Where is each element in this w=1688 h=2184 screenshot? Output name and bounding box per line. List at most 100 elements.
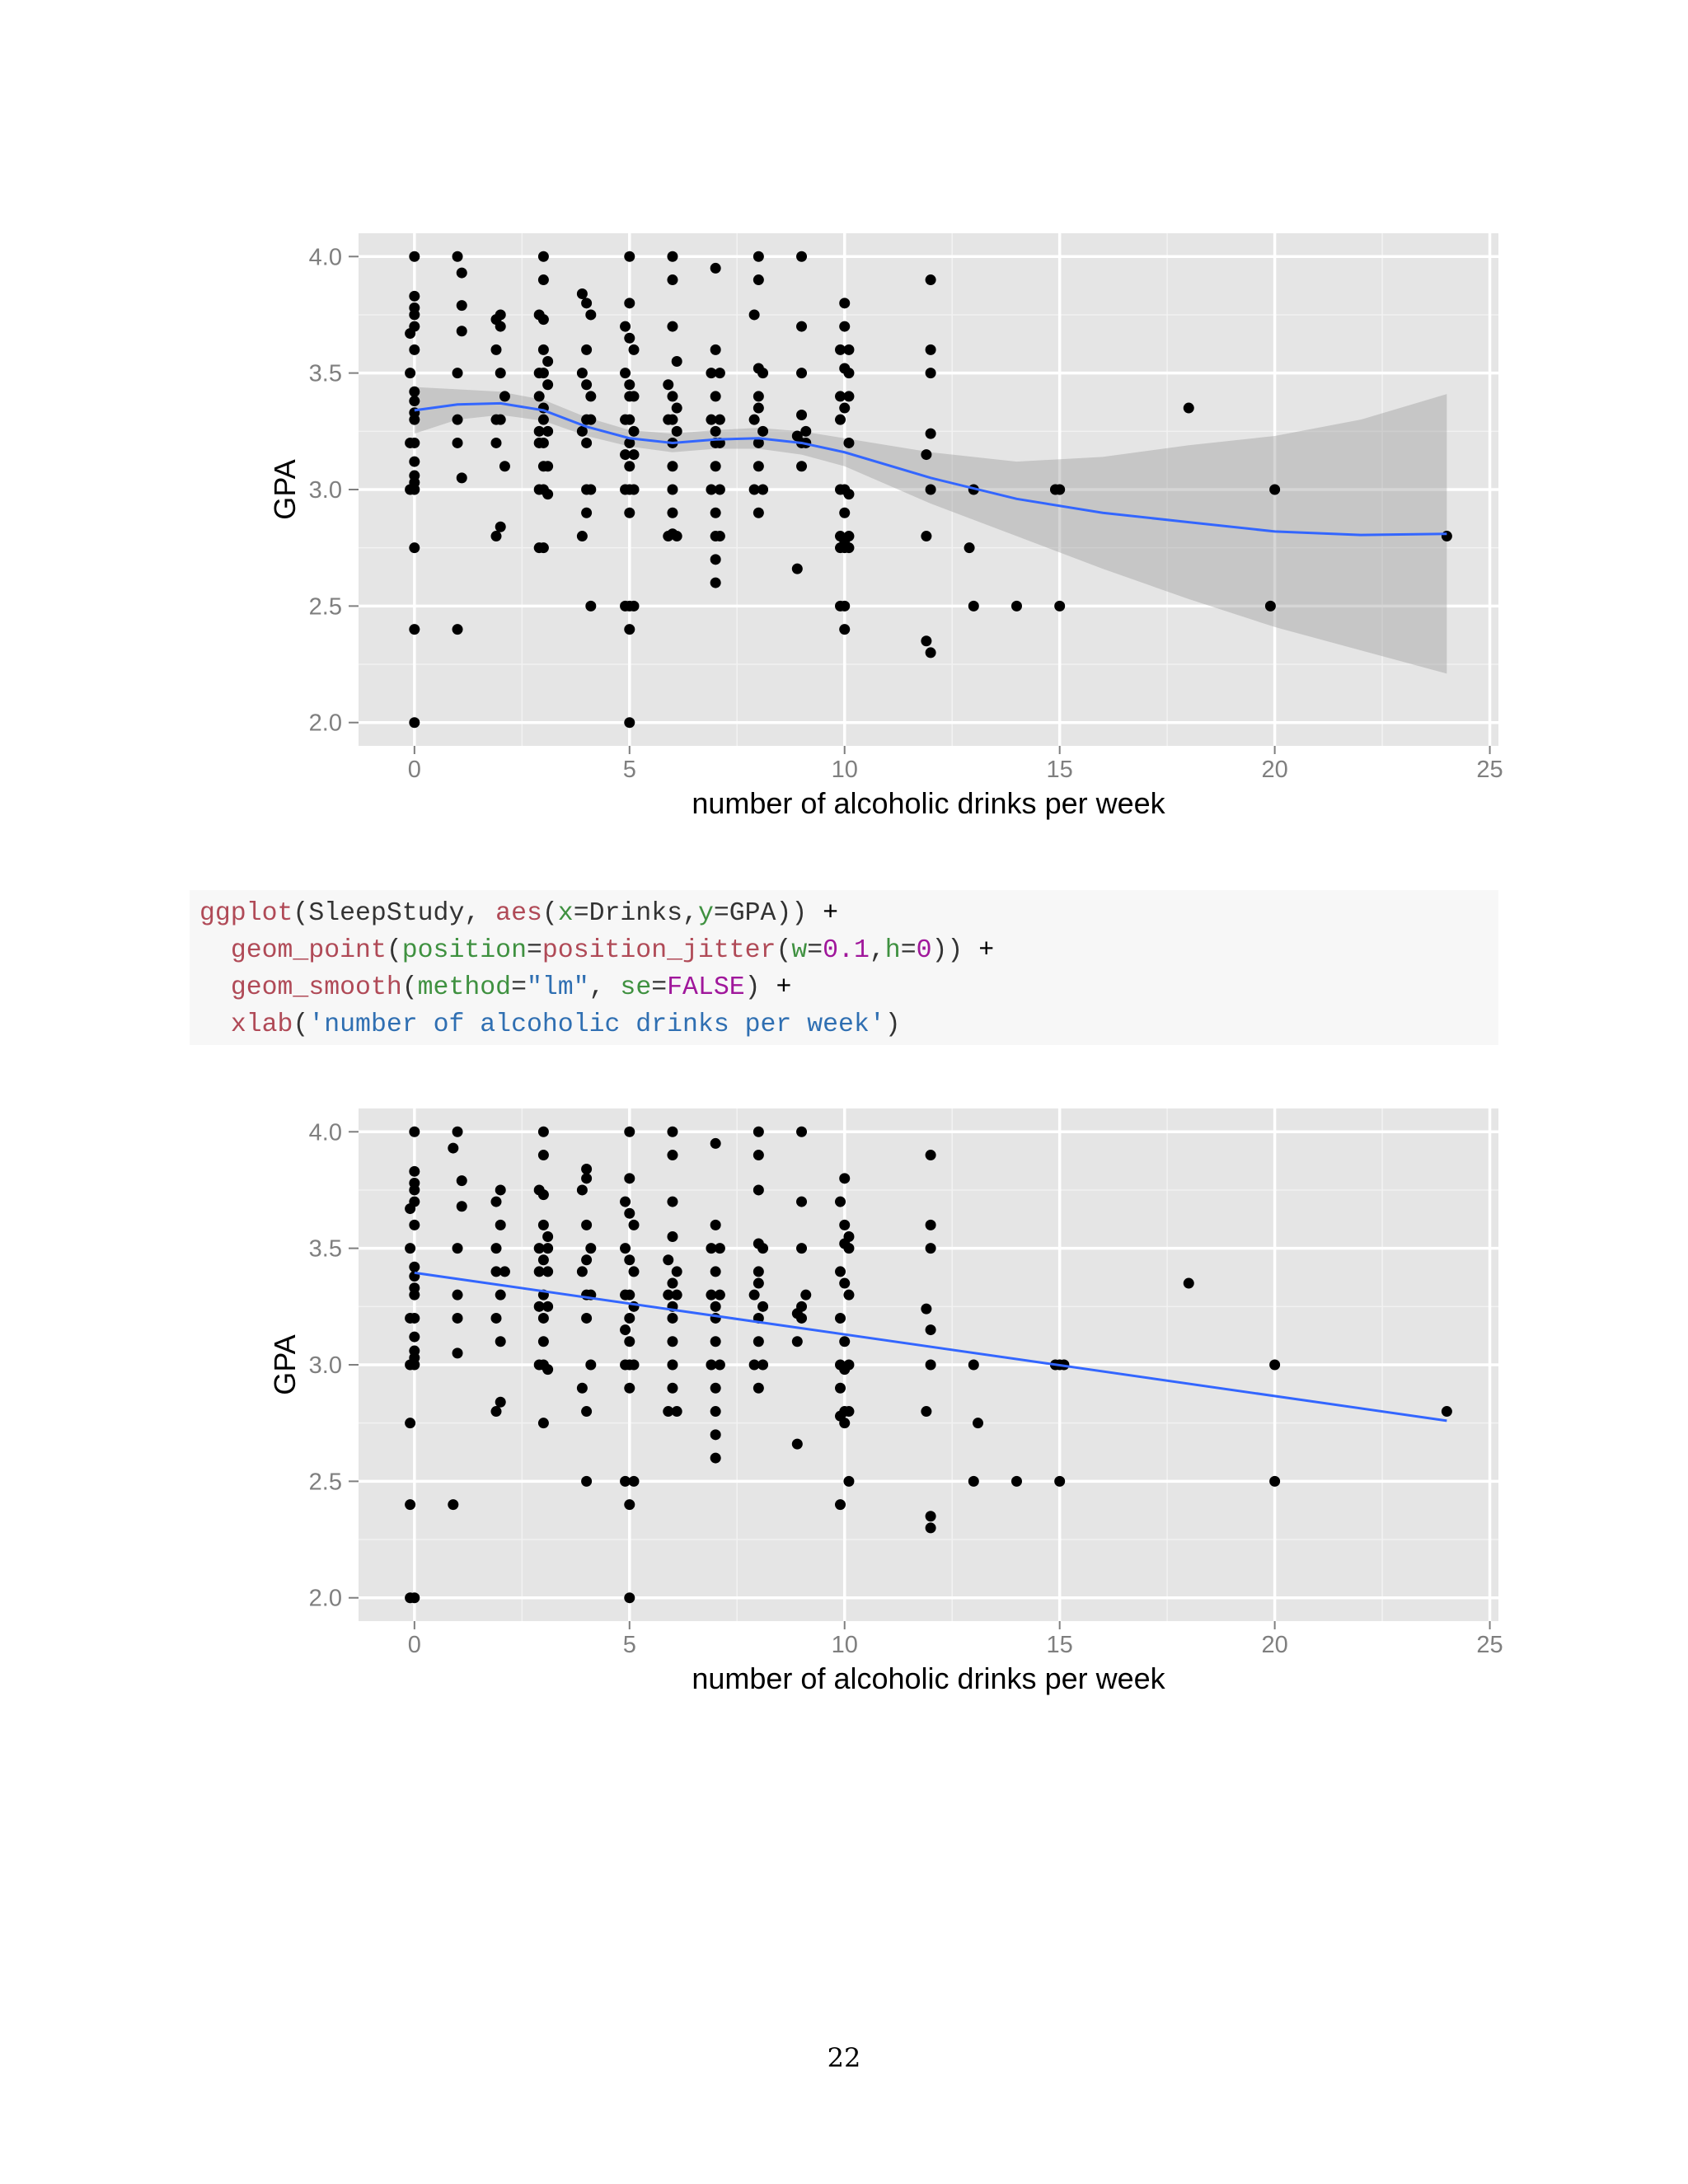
- y-tick-label: 2.5: [309, 593, 342, 620]
- data-point: [925, 1219, 936, 1230]
- data-point: [706, 1359, 717, 1371]
- data-point: [628, 1359, 640, 1371]
- data-point: [753, 437, 764, 448]
- data-point: [757, 368, 769, 379]
- data-point: [533, 1266, 545, 1277]
- x-tick-label: 5: [623, 757, 636, 783]
- data-point: [409, 1184, 420, 1196]
- data-point: [835, 344, 846, 355]
- code-token: =: [651, 973, 668, 1002]
- data-point: [753, 402, 764, 414]
- data-point: [624, 332, 635, 344]
- data-point: [620, 1475, 631, 1487]
- data-point: [714, 531, 725, 542]
- data-point: [753, 1150, 764, 1161]
- code-token: ): [744, 973, 776, 1002]
- data-point: [710, 262, 721, 274]
- data-point: [409, 1359, 420, 1371]
- data-point: [835, 1499, 846, 1511]
- data-point: [968, 1359, 979, 1371]
- code-token: +: [776, 973, 792, 1002]
- data-point: [671, 1266, 682, 1277]
- code-token: (: [386, 936, 402, 965]
- y-tick-label: 2.0: [309, 710, 342, 737]
- data-point: [796, 461, 808, 472]
- data-point: [839, 298, 851, 309]
- data-point: [710, 461, 721, 472]
- data-point: [542, 425, 554, 437]
- loess-line: [414, 401, 1447, 537]
- data-point: [456, 300, 467, 312]
- data-point: [667, 507, 678, 518]
- code-token: geom_point: [230, 936, 387, 965]
- data-point: [753, 507, 764, 518]
- data-point: [925, 274, 936, 286]
- data-point: [710, 577, 721, 588]
- data-point: [405, 368, 416, 379]
- data-point: [409, 1261, 420, 1272]
- data-point: [796, 1312, 808, 1324]
- data-point: [585, 1243, 597, 1254]
- code-line-4: xlab('number of alcoholic drinks per wee…: [199, 1006, 1498, 1043]
- data-point: [748, 1359, 760, 1371]
- data-point: [624, 1499, 635, 1511]
- code-token: (SleepStudy,: [293, 899, 496, 928]
- data-point: [843, 542, 855, 554]
- code-token: geom_smooth: [230, 973, 402, 1002]
- data-point: [533, 425, 545, 437]
- data-point: [409, 290, 420, 302]
- data-point: [409, 396, 420, 407]
- code-token: 'number of alcoholic drinks per week': [308, 1010, 885, 1039]
- data-point: [753, 461, 764, 472]
- data-point: [796, 410, 808, 421]
- data-point: [585, 1359, 597, 1371]
- data-point: [533, 542, 545, 554]
- data-point: [581, 344, 593, 355]
- data-point: [456, 472, 467, 484]
- data-point: [663, 379, 674, 391]
- data-point: [757, 1301, 769, 1312]
- data-point: [490, 1312, 502, 1324]
- data-point: [542, 1231, 554, 1242]
- data-point: [921, 449, 932, 461]
- data-point: [925, 368, 936, 379]
- data-point: [537, 368, 549, 379]
- data-point: [405, 1418, 416, 1429]
- data-point: [925, 647, 936, 658]
- data-point: [581, 1254, 593, 1266]
- data-point: [537, 1150, 549, 1161]
- data-point: [667, 1196, 678, 1207]
- data-point: [533, 1243, 545, 1254]
- data-point: [796, 251, 808, 262]
- data-point: [714, 1243, 725, 1254]
- code-token: =: [526, 936, 542, 965]
- data-point: [628, 1219, 640, 1230]
- data-point: [624, 624, 635, 635]
- code-line-3: geom_smooth(method="lm", se=FALSE) +: [199, 969, 1498, 1006]
- data-point: [791, 563, 803, 574]
- data-point: [537, 251, 549, 262]
- data-point: [839, 321, 851, 332]
- code-indent: [199, 936, 231, 965]
- data-point: [843, 437, 855, 448]
- data-point: [973, 1418, 984, 1429]
- data-point: [624, 1336, 635, 1347]
- data-point: [839, 1173, 851, 1184]
- code-indent: [199, 1010, 231, 1039]
- data-point: [757, 1243, 769, 1254]
- data-point: [667, 1126, 678, 1137]
- data-point: [576, 1266, 588, 1277]
- data-point: [624, 1289, 635, 1301]
- data-point: [452, 1126, 463, 1137]
- code-token: (: [542, 899, 558, 928]
- data-point: [667, 251, 678, 262]
- data-point: [968, 600, 979, 612]
- data-point: [585, 414, 597, 425]
- data-point: [620, 1243, 631, 1254]
- x-tick-label: 25: [1476, 1632, 1503, 1658]
- code-token: ggplot: [199, 899, 293, 928]
- data-point: [1049, 484, 1061, 495]
- data-point: [542, 1364, 554, 1376]
- data-point: [748, 414, 760, 425]
- code-token: position_jitter: [542, 936, 776, 965]
